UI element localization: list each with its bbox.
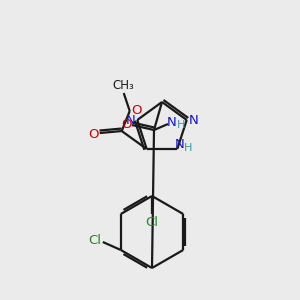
Text: O: O — [131, 103, 142, 116]
Text: H: H — [184, 143, 193, 153]
Text: Cl: Cl — [88, 235, 101, 248]
Text: N: N — [167, 116, 177, 128]
Text: N: N — [174, 137, 184, 151]
Text: N: N — [189, 115, 199, 128]
Text: CH₃: CH₃ — [113, 79, 135, 92]
Text: Cl: Cl — [146, 215, 158, 229]
Text: H: H — [177, 120, 185, 130]
Text: O: O — [88, 128, 99, 140]
Text: N: N — [125, 115, 135, 128]
Text: O: O — [121, 118, 131, 131]
